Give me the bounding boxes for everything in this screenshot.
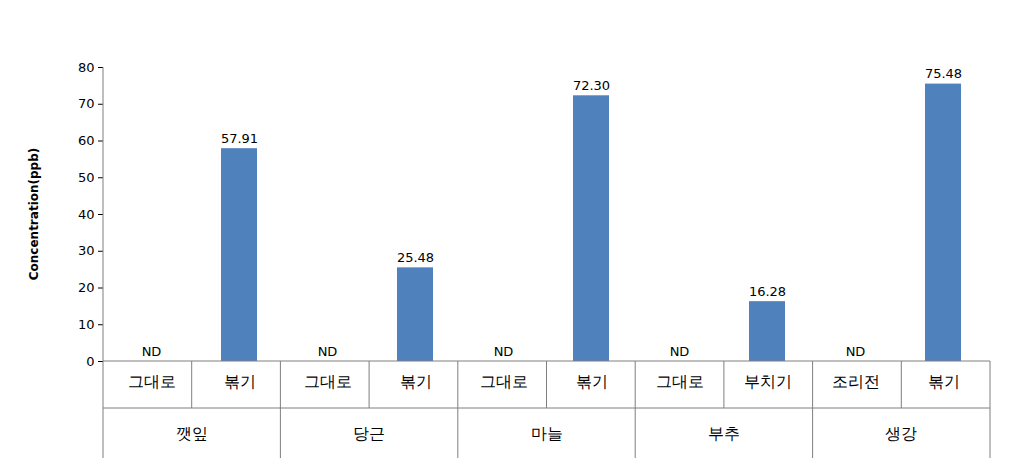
- svg-text:ND: ND: [846, 344, 866, 359]
- svg-text:40: 40: [78, 207, 95, 222]
- svg-text:20: 20: [78, 280, 95, 295]
- svg-text:그대로: 그대로: [304, 372, 352, 391]
- svg-text:Concentration(ppb): Concentration(ppb): [27, 148, 41, 281]
- svg-text:75.48: 75.48: [925, 66, 962, 81]
- svg-text:60: 60: [78, 133, 95, 148]
- svg-text:당근: 당근: [353, 424, 385, 443]
- svg-text:30: 30: [78, 243, 95, 258]
- svg-text:마늘: 마늘: [531, 424, 563, 443]
- svg-text:조리전: 조리전: [832, 372, 880, 391]
- svg-text:볶기: 볶기: [224, 372, 256, 391]
- svg-text:생강: 생강: [885, 424, 917, 443]
- svg-text:그대로: 그대로: [128, 372, 176, 391]
- svg-text:57.91: 57.91: [221, 131, 258, 146]
- svg-text:50: 50: [78, 170, 95, 185]
- svg-text:ND: ND: [670, 344, 690, 359]
- svg-text:ND: ND: [142, 344, 162, 359]
- svg-text:볶기: 볶기: [400, 372, 432, 391]
- svg-text:16.28: 16.28: [749, 284, 786, 299]
- svg-text:볶기: 볶기: [576, 372, 608, 391]
- svg-text:0: 0: [86, 354, 94, 369]
- svg-text:70: 70: [78, 96, 95, 111]
- svg-text:깻잎: 깻잎: [176, 424, 208, 443]
- svg-text:25.48: 25.48: [397, 250, 434, 265]
- svg-text:10: 10: [78, 317, 95, 332]
- svg-text:부치기: 부치기: [744, 372, 792, 391]
- svg-text:그대로: 그대로: [480, 372, 528, 391]
- svg-text:ND: ND: [318, 344, 338, 359]
- svg-text:볶기: 볶기: [928, 372, 960, 391]
- svg-text:ND: ND: [494, 344, 514, 359]
- svg-text:72.30: 72.30: [573, 78, 610, 93]
- svg-text:부추: 부추: [708, 424, 740, 443]
- svg-text:80: 80: [78, 60, 95, 75]
- svg-text:그대로: 그대로: [656, 372, 704, 391]
